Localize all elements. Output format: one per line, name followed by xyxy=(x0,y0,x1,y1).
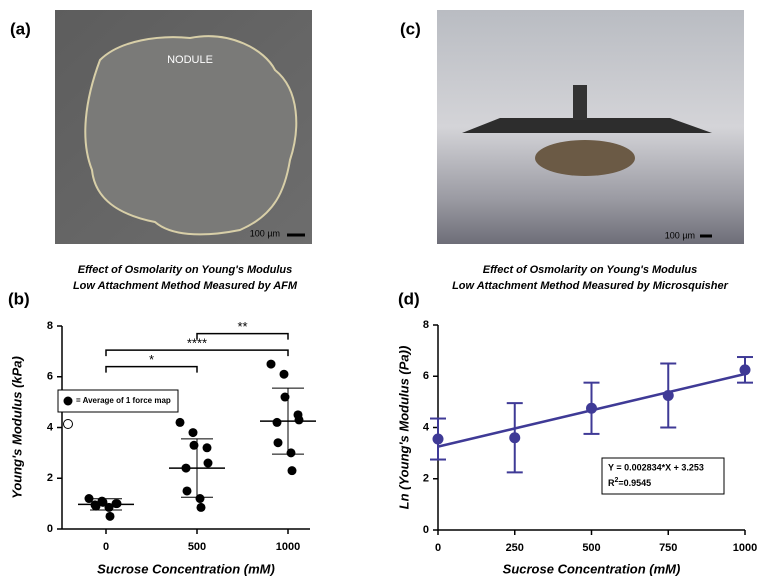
sig-bracket xyxy=(105,349,289,357)
r-squared-part: 2 xyxy=(615,477,619,484)
chart-title: Effect of Osmolarity on Young's Modulus xyxy=(483,264,697,276)
y-tick-label: 8 xyxy=(423,319,429,331)
data-point xyxy=(509,432,521,444)
sig-label: **** xyxy=(187,336,207,351)
data-point xyxy=(286,448,296,458)
data-point xyxy=(105,511,115,521)
panel-c: (c) 100 µm xyxy=(400,10,744,244)
sig-label: * xyxy=(149,352,154,367)
y-tick-label: 4 xyxy=(47,421,54,433)
data-point xyxy=(586,402,597,414)
data-point xyxy=(196,502,206,512)
x-tick-label: 1000 xyxy=(276,541,300,553)
data-point xyxy=(189,440,199,450)
data-point xyxy=(203,458,213,468)
data-point xyxy=(279,369,289,379)
data-point xyxy=(739,364,751,376)
x-axis-label: Sucrose Concentration (mM) xyxy=(97,561,275,576)
y-tick-label: 0 xyxy=(423,524,429,536)
platen xyxy=(462,118,712,133)
nodule xyxy=(535,140,635,176)
scale-label: 100 µm xyxy=(250,228,280,238)
panel-label: (a) xyxy=(10,19,31,38)
data-point xyxy=(294,415,304,425)
legend-label: = Average of 1 force map xyxy=(76,396,171,405)
x-tick-label: 250 xyxy=(506,542,524,554)
open-circle xyxy=(63,419,73,429)
y-axis-label: Ln (Young's Modulus (Pa)) xyxy=(396,346,411,510)
y-tick-label: 2 xyxy=(47,472,53,484)
x-axis-label: Sucrose Concentration (mM) xyxy=(503,561,681,576)
scale-label: 100 µm xyxy=(665,230,695,240)
fit-equation: Y = 0.002834*X + 3.253 xyxy=(608,462,704,472)
y-axis-label: Young's Modulus (kPa) xyxy=(9,356,24,499)
data-point xyxy=(175,417,185,427)
y-tick-label: 6 xyxy=(47,371,53,383)
chart-title: Effect of Osmolarity on Young's Modulus xyxy=(78,264,292,276)
panel-a: (a) NODULE 100 µm xyxy=(10,10,312,244)
data-point xyxy=(287,466,297,476)
r-squared: R2=0.9545 xyxy=(608,477,651,489)
data-point xyxy=(432,433,444,445)
sig-bracket xyxy=(105,365,198,373)
data-point xyxy=(84,494,94,504)
sig-bracket xyxy=(196,332,289,340)
data-point xyxy=(202,443,212,453)
y-tick-label: 6 xyxy=(423,370,429,382)
data-point xyxy=(91,501,101,511)
data-point xyxy=(266,359,276,369)
data-point xyxy=(112,499,122,509)
sig-label: ** xyxy=(237,319,247,334)
data-point xyxy=(195,494,205,504)
x-tick-label: 0 xyxy=(435,542,441,554)
r-squared-part: =0.9545 xyxy=(618,478,651,488)
data-point xyxy=(272,417,282,427)
x-tick-label: 1000 xyxy=(733,542,757,554)
legend-marker xyxy=(63,396,73,406)
probe xyxy=(573,85,587,120)
data-point xyxy=(662,389,674,401)
x-tick-label: 750 xyxy=(659,542,677,554)
x-tick-label: 500 xyxy=(582,542,600,554)
data-point xyxy=(273,438,283,448)
chart-title: Low Attachment Method Measured by AFM xyxy=(73,280,298,292)
panel-label: (c) xyxy=(400,19,421,38)
fit-box xyxy=(601,457,725,495)
y-tick-label: 4 xyxy=(423,421,430,433)
x-tick-label: 500 xyxy=(188,541,206,553)
x-tick-label: 0 xyxy=(103,541,109,553)
y-tick-label: 0 xyxy=(47,523,53,535)
y-tick-label: 8 xyxy=(47,320,53,332)
data-point xyxy=(188,428,198,438)
chart-title: Low Attachment Method Measured by Micros… xyxy=(452,280,729,292)
y-tick-label: 2 xyxy=(423,473,429,485)
annotation: NODULE xyxy=(167,54,213,66)
data-point xyxy=(182,486,192,496)
r-squared-part: R xyxy=(608,478,615,488)
data-point xyxy=(280,392,290,402)
nodule-outline xyxy=(84,35,298,236)
panel-label: (b) xyxy=(8,289,30,308)
panel-label: (d) xyxy=(398,289,420,308)
legend-box xyxy=(57,389,179,413)
